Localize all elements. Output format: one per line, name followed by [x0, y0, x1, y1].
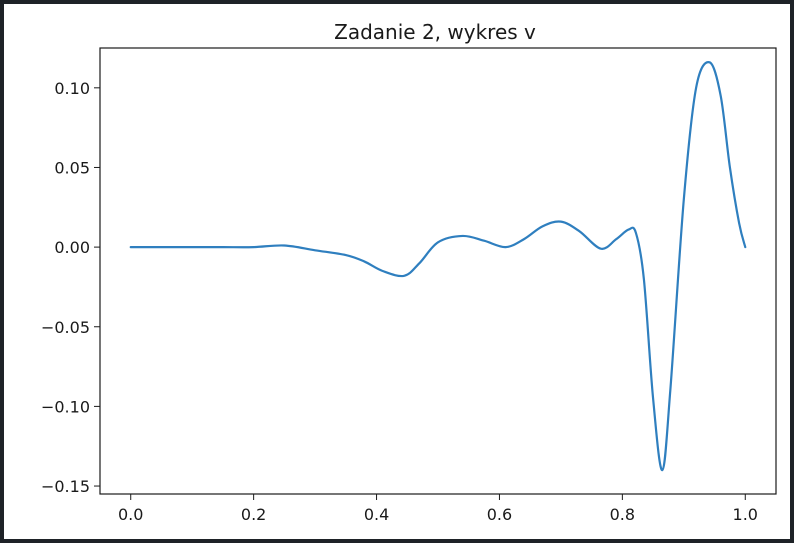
figure-frame: Zadanie 2, wykres v 0.10 0.05 0.00 −0.05 −0.… — [4, 4, 790, 539]
y-tick-label: 0.10 — [54, 79, 90, 98]
y-tick-label: −0.15 — [41, 477, 90, 496]
x-tick-label: 0.0 — [118, 505, 143, 524]
chart-title: Zadanie 2, wykres v — [334, 20, 536, 44]
y-tick-label: 0.05 — [54, 158, 90, 177]
x-axis: 0.0 0.2 0.4 0.6 0.8 1.0 — [118, 494, 758, 524]
series-line — [129, 61, 747, 472]
y-tick-label: −0.05 — [41, 318, 90, 337]
x-tick-label: 0.8 — [610, 505, 635, 524]
y-tick-label: −0.10 — [41, 397, 90, 416]
plot-area — [99, 47, 777, 495]
y-tick-label: 0.00 — [54, 238, 90, 257]
x-tick-label: 0.2 — [241, 505, 266, 524]
y-axis: 0.10 0.05 0.00 −0.05 −0.10 −0.15 — [41, 79, 100, 496]
line-chart: Zadanie 2, wykres v 0.10 0.05 0.00 −0.05 −0.… — [41, 20, 777, 524]
x-tick-label: 1.0 — [733, 505, 758, 524]
x-tick-label: 0.6 — [487, 505, 512, 524]
x-tick-label: 0.4 — [364, 505, 389, 524]
